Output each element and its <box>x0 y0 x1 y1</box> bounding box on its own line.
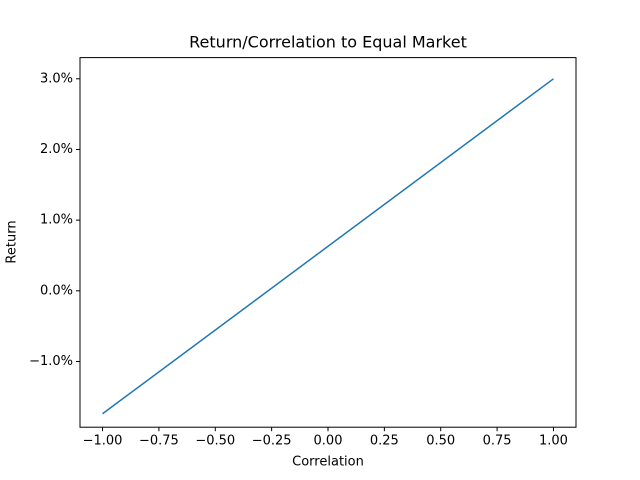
x-tick-label: 0.50 <box>426 434 455 449</box>
y-tick-label: 1.0% <box>40 213 73 228</box>
y-tick-label: 0.0% <box>40 283 73 298</box>
x-tick-label: 1.00 <box>539 434 568 449</box>
plot-frame <box>79 57 577 428</box>
y-tick-label: −1.0% <box>29 354 73 369</box>
x-tick-label: −0.50 <box>195 434 235 449</box>
y-tick-label: 2.0% <box>40 142 73 157</box>
x-tick-label: −0.25 <box>252 434 292 449</box>
y-tick-label: 3.0% <box>40 71 73 86</box>
x-tick-label: 0.00 <box>314 434 343 449</box>
y-axis-label: Return <box>5 220 20 263</box>
x-tick-label: 0.75 <box>483 434 512 449</box>
x-tick-label: −1.00 <box>83 434 123 449</box>
line-series <box>102 78 554 415</box>
chart-title: Return/Correlation to Equal Market <box>189 33 467 52</box>
x-axis-label: Correlation <box>292 455 364 470</box>
x-tick-label: −0.75 <box>139 434 179 449</box>
x-tick-label: 0.25 <box>370 434 399 449</box>
